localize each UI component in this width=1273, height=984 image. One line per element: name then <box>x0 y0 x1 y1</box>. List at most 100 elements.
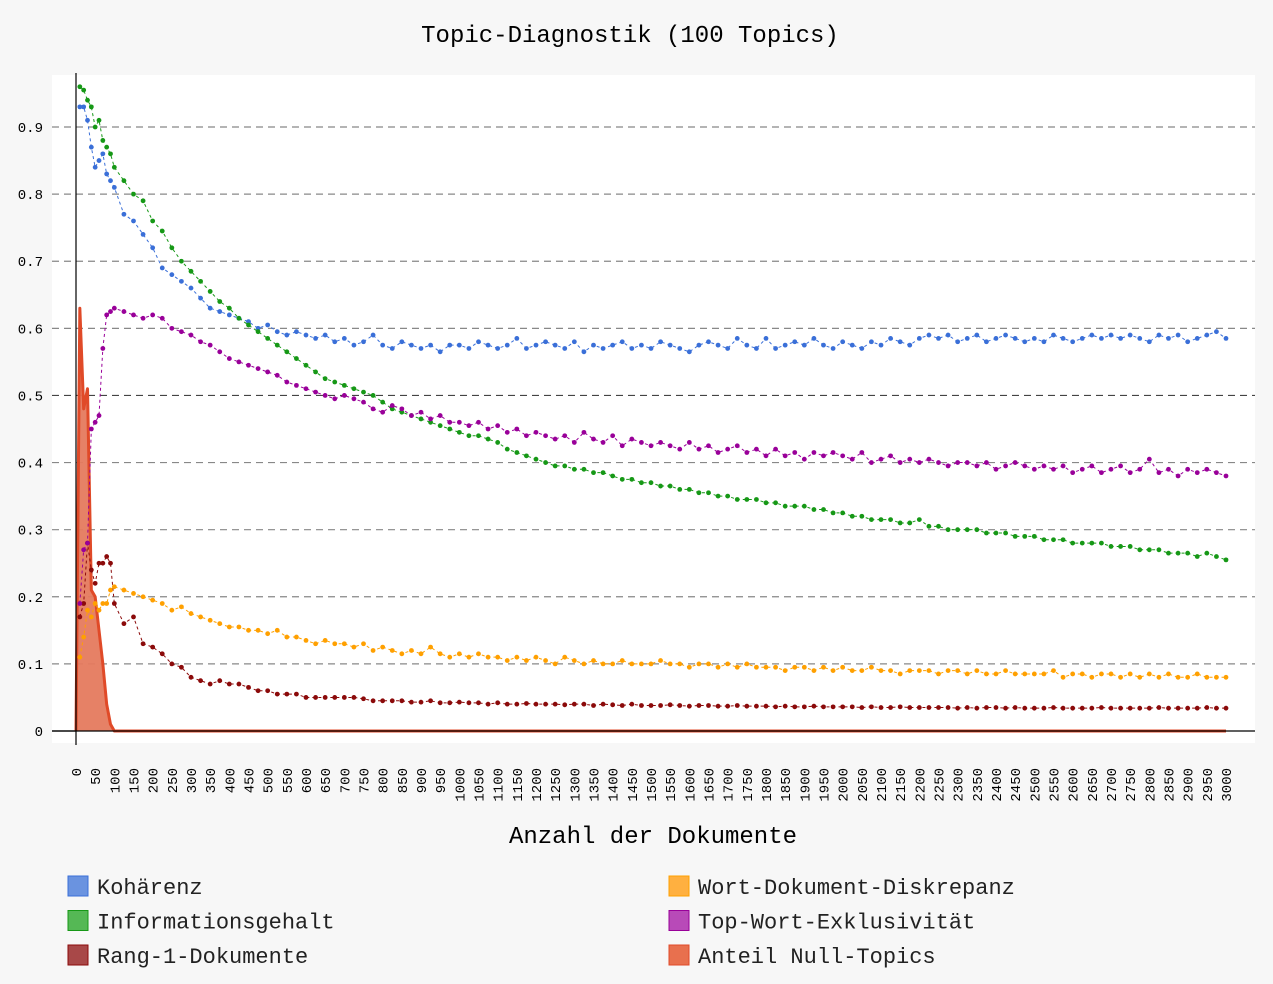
data-point <box>96 413 102 418</box>
x-tick-label: 1150 <box>511 768 527 802</box>
data-point <box>677 446 683 452</box>
data-point <box>1003 705 1008 711</box>
data-point <box>399 651 405 657</box>
data-point <box>792 450 798 455</box>
data-point <box>447 426 453 432</box>
legend-item[interactable]: Top-Wort-Exklusivität <box>668 910 975 936</box>
x-tick-label: 2700 <box>1105 768 1121 802</box>
data-point <box>207 681 213 687</box>
data-point <box>294 329 299 335</box>
legend-item[interactable]: Anteil Null-Topics <box>668 944 936 970</box>
data-point <box>466 346 472 351</box>
data-point <box>85 117 90 123</box>
data-point <box>198 295 203 301</box>
data-point <box>610 473 616 479</box>
data-point <box>955 527 961 533</box>
data-point <box>945 332 951 338</box>
data-point <box>1127 671 1133 677</box>
data-point <box>1012 336 1018 341</box>
data-point <box>159 601 165 606</box>
data-point <box>878 342 884 348</box>
data-point <box>1108 466 1114 472</box>
data-point <box>1022 671 1028 677</box>
data-point <box>111 305 117 311</box>
data-point <box>409 648 414 653</box>
data-point <box>686 487 692 492</box>
data-point <box>226 305 232 311</box>
null-topics-area <box>74 306 1226 733</box>
data-point <box>686 440 692 445</box>
data-point <box>1051 668 1056 674</box>
legend-item[interactable]: Informationsgehalt <box>67 910 335 936</box>
data-point <box>610 433 616 439</box>
data-point <box>1118 336 1123 341</box>
data-point <box>1012 705 1018 710</box>
data-point <box>284 634 290 640</box>
x-tick-label: 100 <box>108 768 124 793</box>
x-tick-label: 2100 <box>875 768 891 802</box>
data-point <box>1051 537 1056 543</box>
data-point <box>639 440 644 445</box>
legend-item[interactable]: Kohärenz <box>67 875 203 901</box>
data-point <box>754 703 759 709</box>
data-point <box>1089 705 1095 711</box>
data-point <box>552 463 558 469</box>
data-point <box>121 309 127 314</box>
data-point <box>111 601 117 606</box>
data-point <box>974 705 980 711</box>
data-point <box>1108 544 1114 549</box>
x-tick-label: 1600 <box>683 768 699 802</box>
data-point <box>179 258 184 264</box>
data-point <box>495 423 501 429</box>
data-point <box>476 651 481 657</box>
data-point <box>456 342 462 348</box>
data-point <box>840 664 846 670</box>
data-point <box>859 450 865 455</box>
data-point <box>658 339 663 345</box>
data-point <box>945 705 951 710</box>
data-point <box>974 332 980 338</box>
data-point <box>1099 671 1104 677</box>
data-point <box>108 309 113 314</box>
data-point <box>840 510 846 516</box>
data-point <box>179 604 184 610</box>
data-point <box>715 493 721 499</box>
x-tick-label: 850 <box>396 768 412 793</box>
data-point <box>907 456 913 462</box>
data-point <box>706 443 711 449</box>
data-point <box>150 312 156 318</box>
data-point <box>696 703 702 708</box>
legend-item[interactable]: Wort-Dokument-Diskrepanz <box>668 875 1015 901</box>
data-point <box>763 664 769 670</box>
data-point <box>236 315 242 321</box>
data-point <box>1156 547 1162 553</box>
data-point <box>437 700 443 706</box>
x-tick-label: 700 <box>338 768 354 793</box>
data-point <box>1146 456 1152 462</box>
data-point <box>88 567 94 573</box>
data-point <box>571 440 577 445</box>
data-point <box>179 329 184 335</box>
data-point <box>658 658 663 663</box>
data-point <box>456 651 462 657</box>
y-tick-label: 0.6 <box>18 322 43 338</box>
data-point <box>140 231 146 237</box>
data-point <box>303 638 309 643</box>
data-point <box>801 704 807 710</box>
data-point <box>801 503 807 509</box>
data-point <box>255 366 261 372</box>
data-point <box>571 701 577 707</box>
data-point <box>715 664 721 670</box>
data-point <box>341 382 347 388</box>
data-point <box>1041 671 1047 677</box>
x-tick-label: 2950 <box>1201 768 1217 802</box>
data-point <box>77 654 83 660</box>
legend-item[interactable]: Rang-1-Dokumente <box>67 944 308 970</box>
data-point <box>1118 544 1123 549</box>
data-point <box>1060 705 1066 711</box>
x-tick-label: 3000 <box>1220 768 1236 802</box>
data-point <box>926 332 932 338</box>
data-point <box>1099 470 1104 476</box>
data-point <box>418 409 424 415</box>
data-point <box>96 607 102 613</box>
